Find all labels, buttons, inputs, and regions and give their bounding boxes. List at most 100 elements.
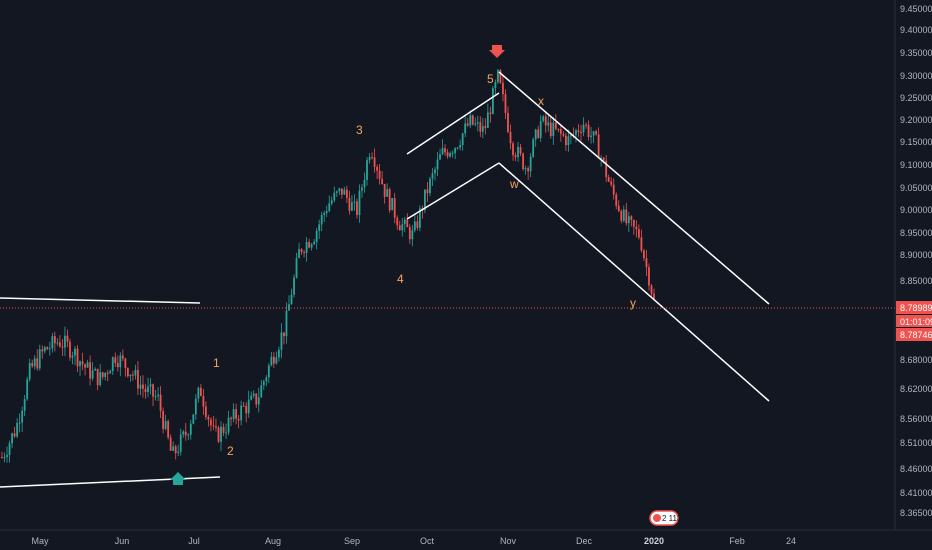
candle-body [426,189,429,194]
candle-body [335,191,338,193]
candle-body [343,189,346,195]
low-label-box [896,328,932,341]
candle-body [267,365,270,378]
channel-down-upper[interactable] [498,71,770,305]
candle-body [622,209,625,221]
candle-body [517,147,519,158]
candle-body [381,178,384,184]
candle-body [139,384,142,389]
candle-body [194,398,197,415]
candle-body [632,219,635,227]
candle-body [653,293,655,299]
candle-body [74,348,76,356]
candle-body [182,431,185,435]
candle-body [356,201,358,216]
candle-body [391,198,394,211]
candle-body [637,229,640,238]
candle-body [386,189,389,197]
trendline-bottom[interactable] [0,476,221,488]
channel-down-lower[interactable] [498,162,770,402]
candle-body [310,244,313,248]
candle-body [491,88,494,114]
candle-body [23,399,26,411]
candle-body [607,177,610,182]
price-tick-label: 9.10000 [900,160,932,170]
candle-body [537,129,540,138]
candle-body [549,122,552,137]
price-tick-label: 8.41000 [900,488,932,498]
candle-body [474,123,477,125]
time-tick-label: Nov [500,536,517,546]
candle-body [285,310,288,337]
candle-body [21,410,24,423]
candle-body [308,242,311,248]
time-tick-label: Jun [115,536,130,546]
candle-body [484,126,487,128]
candle-body [225,432,227,434]
price-axis[interactable]: 9.45000 9.40000 9.35000 9.30000 9.25000 9.200… [900,4,932,518]
candle-body [174,446,177,454]
time-axis[interactable]: May Jun Jul Aug Sep Oct Nov Dec 2020 Feb 24 [31,536,796,546]
arrow-down-icon [489,45,505,58]
candle-body [570,134,572,137]
candle-body [265,377,268,382]
event-badge-label: 2 113 [662,514,682,523]
candle-body [441,148,444,155]
candle-body [544,116,547,126]
candle-body [96,368,99,386]
price-tick-label: 9.25000 [900,93,932,103]
candle-body [436,159,439,170]
event-badge[interactable]: 2 113 [649,510,682,526]
candle-body [408,227,411,240]
time-tick-label: Oct [420,536,435,546]
time-tick-label: 2020 [644,536,664,546]
candle-body [76,348,79,367]
candle-body [366,160,368,180]
candle-body [348,197,351,211]
candle-body [114,357,117,363]
candle-body [157,394,159,397]
candle-body [547,122,550,126]
candle-body [461,133,464,145]
candle-body [242,405,245,407]
low-label: 8.78746 [900,330,932,340]
candle-body [504,94,507,113]
candle-body [8,443,11,455]
candle-body [600,157,603,159]
candle-body [46,347,49,350]
candle-body [429,178,431,194]
candle-body [590,135,592,137]
candle-body [602,157,605,161]
candle-body [396,217,399,226]
candle-body [220,426,222,442]
price-tick-label: 9.00000 [900,205,932,215]
trendline-top[interactable] [0,297,201,304]
candle-body [325,211,328,214]
candle-body [167,421,170,438]
candle-body [456,147,459,149]
price-tick-label: 9.20000 [900,115,932,125]
time-tick-label: 24 [786,536,796,546]
candle-body [572,134,575,136]
candle-body [398,225,401,231]
countdown-label: 01:01:09 [900,317,932,327]
price-tick-label: 9.30000 [900,71,932,81]
candle-body [527,168,530,172]
candle-body [431,173,434,179]
candle-body [378,170,381,179]
channel-upper[interactable] [406,92,500,155]
candle-body [169,437,172,451]
channel-lower[interactable] [406,162,500,220]
candle-body [189,423,192,435]
countdown-box [896,315,932,327]
candle-body [48,348,51,350]
candle-body [471,115,474,125]
candle-body [64,335,66,348]
candle-body [582,124,585,133]
candle-body [162,410,165,429]
candle-body [615,194,618,206]
candle-body [466,123,469,126]
price-label-box [896,301,932,314]
